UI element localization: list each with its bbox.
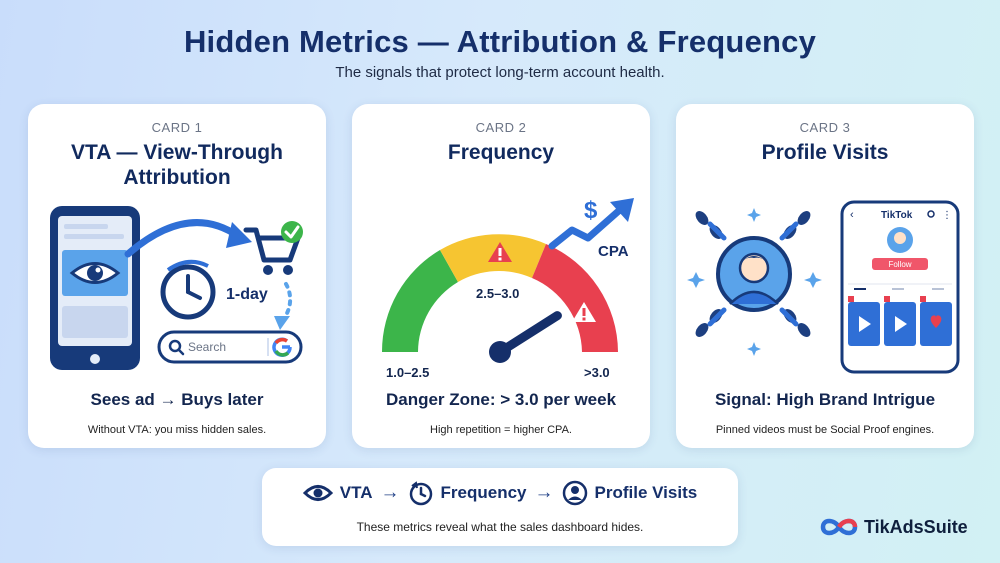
bell-icon bbox=[927, 210, 935, 218]
flow-step-label: VTA bbox=[339, 483, 373, 502]
flow-arrow: → bbox=[534, 482, 554, 503]
clock-icon bbox=[160, 259, 216, 320]
card-vta: CARD 1 VTA — View-Through Attribution bbox=[28, 104, 326, 448]
follow-label: Follow bbox=[888, 260, 911, 269]
eye-icon bbox=[69, 262, 121, 284]
vta-illustration: 1-day Search bbox=[50, 206, 303, 370]
flow-step-frequency: Frequency bbox=[408, 480, 527, 506]
play-icon bbox=[859, 316, 871, 332]
flow-step-vta: VTA bbox=[302, 483, 373, 503]
page-subtitle: The signals that protect long-term accou… bbox=[335, 64, 665, 81]
flow-note: These metrics reveal what the sales dash… bbox=[356, 520, 644, 534]
flow-step-label: Profile Visits bbox=[594, 483, 698, 502]
pin-icon bbox=[848, 296, 854, 302]
card-frequency: CARD 2 Frequency 1.0–2.5 2.5–3.0 >3.0 $ bbox=[352, 104, 650, 448]
search-bar: Search bbox=[157, 330, 303, 364]
heart-icon bbox=[930, 315, 942, 328]
pin-icon bbox=[920, 296, 926, 302]
sparkle-icon bbox=[687, 208, 822, 356]
svg-text:⋮: ⋮ bbox=[942, 210, 952, 221]
card-label: CARD 3 bbox=[799, 120, 851, 135]
gauge-needle bbox=[489, 311, 562, 363]
card-label: CARD 2 bbox=[475, 120, 527, 135]
app-name: TikTok bbox=[881, 210, 913, 221]
play-icon bbox=[895, 316, 907, 332]
clock-icon bbox=[409, 481, 432, 506]
search-placeholder: Search bbox=[188, 340, 226, 354]
card-note: Without VTA: you miss hidden sales. bbox=[87, 424, 267, 436]
follow-button[interactable] bbox=[872, 258, 928, 270]
avatar-icon bbox=[716, 236, 792, 312]
eye-icon bbox=[302, 485, 333, 501]
gauge-zone-high bbox=[532, 244, 618, 352]
gauge-zone-low bbox=[381, 250, 458, 352]
zone-label-mid: 2.5–3.0 bbox=[476, 286, 519, 301]
timer-label: 1-day bbox=[226, 286, 268, 303]
brand: TikAdsSuite bbox=[820, 516, 968, 538]
user-icon bbox=[562, 480, 587, 506]
trend-label: CPA bbox=[598, 243, 629, 260]
pin-icon bbox=[884, 296, 890, 302]
card-headline: Signal: High Brand Intrigue bbox=[714, 390, 936, 409]
flow-step-label: Frequency bbox=[440, 483, 527, 502]
metrics-flow-panel: VTA → Frequency → Profile Visits These m… bbox=[262, 468, 738, 546]
card-profile-visits: CARD 3 Profile Visits bbox=[676, 104, 974, 448]
curved-arrow-icon bbox=[124, 219, 242, 258]
page-title: Hidden Metrics — Attribution & Frequency bbox=[183, 24, 817, 59]
profile-visits-illustration: ‹ TikTok ⋮ Follow bbox=[687, 200, 960, 374]
card-headline: Sees ad → Buys later bbox=[90, 390, 264, 409]
currency-symbol: $ bbox=[584, 197, 598, 224]
warning-icon bbox=[488, 242, 512, 262]
card-label: CARD 1 bbox=[151, 120, 203, 135]
phone-profile: ‹ TikTok ⋮ Follow bbox=[840, 200, 960, 374]
frequency-gauge: 1.0–2.5 2.5–3.0 >3.0 $ CPA bbox=[381, 197, 634, 380]
infinity-logo-icon bbox=[820, 518, 858, 536]
card-title: VTA — View-Through Attribution bbox=[71, 141, 283, 189]
flow-arrow: → bbox=[380, 482, 400, 503]
brand-name: TikAdsSuite bbox=[864, 516, 968, 537]
google-logo-icon bbox=[272, 337, 292, 357]
zone-label-high: >3.0 bbox=[584, 365, 610, 380]
arrow-icon bbox=[707, 221, 799, 327]
flow-step-profile-visits: Profile Visits bbox=[562, 480, 698, 506]
warning-icon bbox=[572, 302, 596, 322]
phone-icon bbox=[50, 206, 140, 370]
metrics-flow: VTA → Frequency → Profile Visits bbox=[262, 480, 738, 506]
trend-up-arrow-icon bbox=[548, 204, 626, 250]
svg-text:‹: ‹ bbox=[850, 209, 854, 221]
card-note: High repetition = higher CPA. bbox=[430, 424, 572, 436]
zone-label-low: 1.0–2.5 bbox=[386, 365, 429, 380]
card-headline: Danger Zone: > 3.0 per week bbox=[385, 390, 617, 409]
card-title: Frequency bbox=[447, 141, 555, 164]
card-title: Profile Visits bbox=[761, 141, 889, 164]
check-badge-icon bbox=[281, 221, 303, 243]
card-note: Pinned videos must be Social Proof engin… bbox=[715, 424, 935, 436]
